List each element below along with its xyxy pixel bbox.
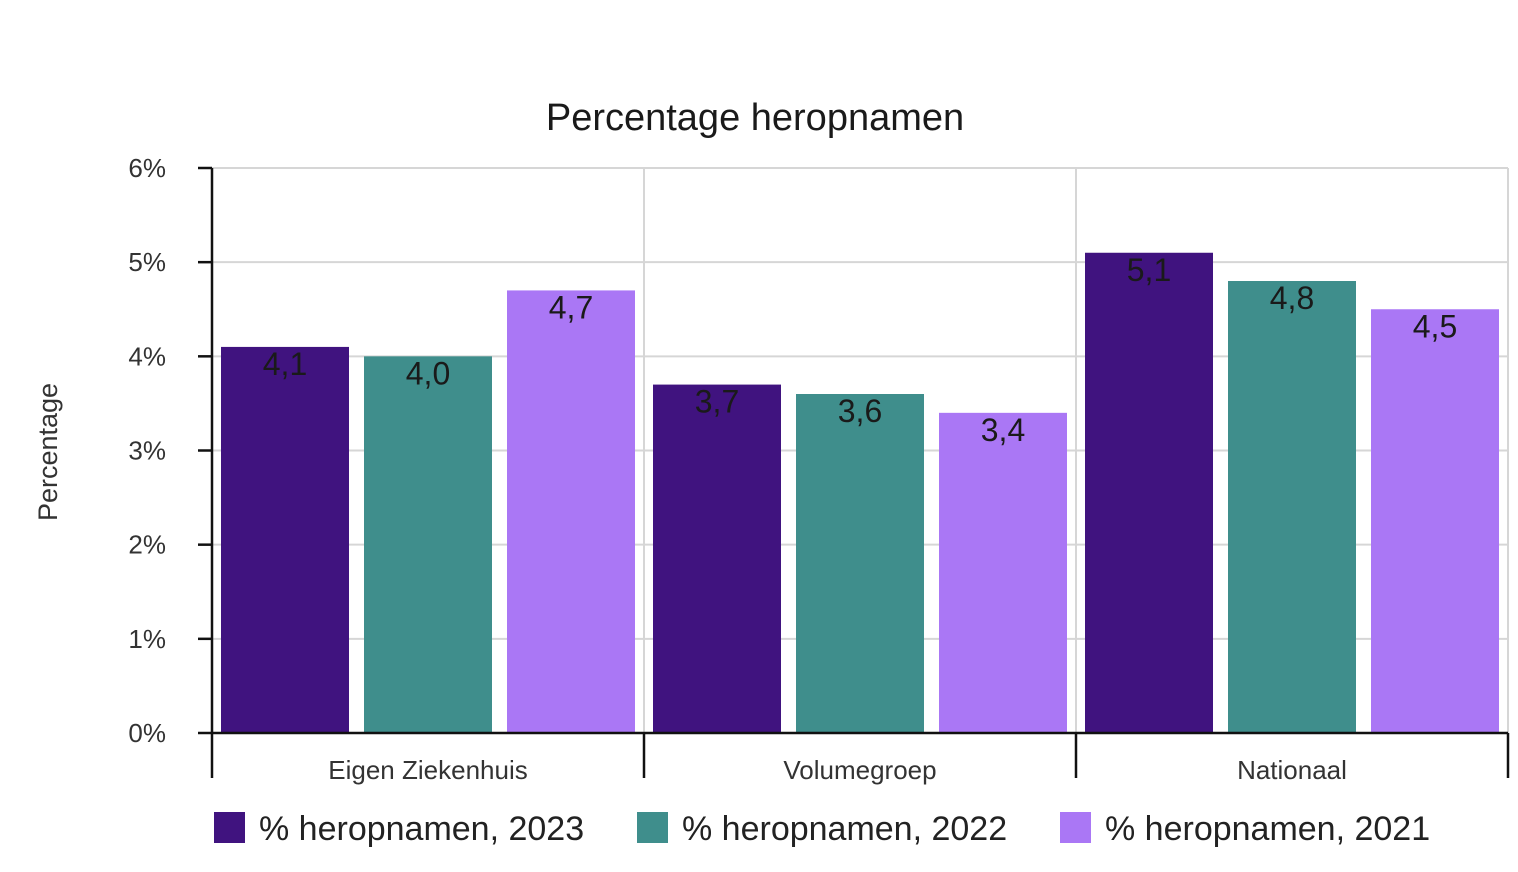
y-tick-label: 5% — [128, 247, 166, 277]
bar — [653, 384, 781, 733]
bars — [221, 252, 1499, 733]
x-tick-label: Eigen Ziekenhuis — [328, 755, 527, 785]
bar — [1371, 309, 1499, 733]
data-label: 3,7 — [695, 384, 739, 420]
legend-swatch — [637, 812, 668, 843]
legend: % heropnamen, 2023 % heropnamen, 2022 % he… — [214, 810, 1430, 848]
y-tick-label: 1% — [128, 624, 166, 654]
bar — [1085, 252, 1213, 733]
y-axis-label: Percentage — [33, 383, 63, 521]
y-tick-label: 4% — [128, 341, 166, 371]
axes: 0% 1% 2% 3% 4% 5% 6% Eigen Ziekenhuis Volumegroe… — [128, 153, 1510, 785]
legend-label: % heropnamen, 2021 — [1105, 810, 1430, 848]
bar — [796, 394, 924, 733]
bar — [1228, 281, 1356, 733]
y-tick-label: 0% — [128, 718, 166, 748]
y-tick-label: 6% — [128, 153, 166, 183]
data-label: 3,6 — [838, 393, 882, 429]
data-labels: 4,1 3,7 5,1 4,0 3,6 4,8 4,7 3,4 4,5 — [263, 252, 1457, 448]
chart-title: Percentage heropnamen — [546, 97, 964, 139]
x-tick-label: Volumegroep — [783, 755, 936, 785]
bar — [939, 412, 1067, 733]
data-label: 4,1 — [263, 346, 307, 382]
bar — [221, 346, 349, 733]
data-label: 3,4 — [981, 412, 1025, 448]
legend-swatch — [214, 812, 245, 843]
data-label: 4,5 — [1413, 308, 1457, 344]
bar — [507, 290, 635, 733]
bar — [364, 356, 492, 733]
legend-label: % heropnamen, 2022 — [682, 810, 1007, 848]
y-tick-label: 3% — [128, 436, 166, 466]
data-label: 4,0 — [406, 355, 450, 391]
x-tick-label: Nationaal — [1237, 755, 1347, 785]
y-tick-label: 2% — [128, 530, 166, 560]
data-label: 4,8 — [1270, 280, 1314, 316]
legend-label: % heropnamen, 2023 — [259, 810, 584, 848]
data-label: 5,1 — [1127, 252, 1171, 288]
legend-swatch — [1060, 812, 1091, 843]
data-label: 4,7 — [549, 289, 593, 325]
